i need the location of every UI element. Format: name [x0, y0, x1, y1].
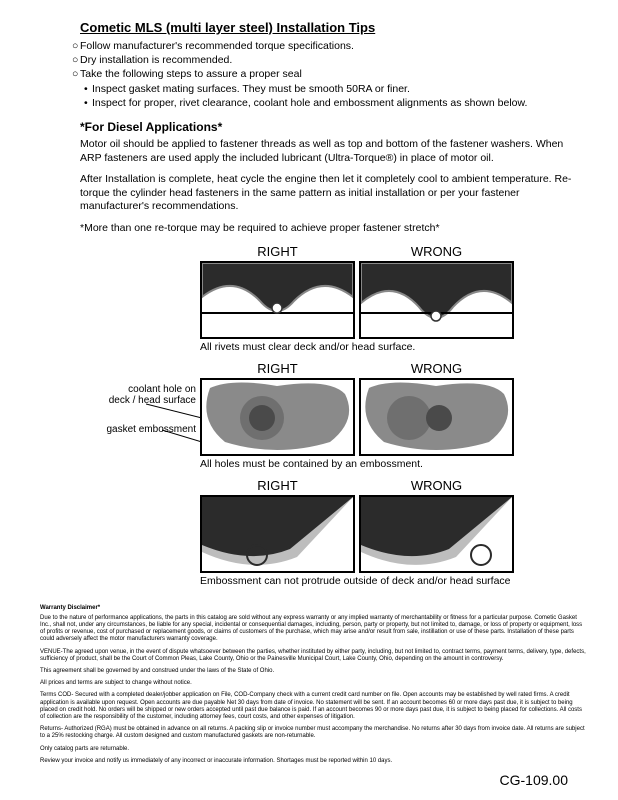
panel-1-wrong — [359, 261, 514, 339]
panel-2-wrong — [359, 378, 514, 456]
page-root: Cometic MLS (multi layer steel) Installa… — [0, 0, 618, 800]
fine-p8: Review your invoice and notify us immedi… — [40, 758, 588, 765]
panel-3-right — [200, 495, 355, 573]
bullet-2: Dry installation is recommended. — [80, 53, 232, 67]
bullet-3: Take the following steps to assure a pro… — [80, 67, 302, 81]
caption-3: Embossment can not protrude outside of d… — [200, 575, 578, 587]
fine-p6: Returns- Authorized (RGA) must be obtain… — [40, 726, 588, 740]
fine-p2: VENUE-The agreed upon venue, in the even… — [40, 649, 588, 663]
diesel-para-3: *More than one re-torque may be required… — [80, 222, 578, 236]
bullet-1: Follow manufacturer's recommended torque… — [80, 39, 354, 53]
label-wrong-2: WRONG — [359, 361, 514, 376]
label-wrong-1: WRONG — [359, 244, 514, 259]
diagram-block-3: RIGHT WRONG Embo — [80, 478, 578, 587]
fine-p1: Due to the nature of performance applica… — [40, 615, 588, 644]
diagram-block-2: RIGHT WRONG coolant hole ondeck / head s… — [80, 361, 578, 470]
label-right-3: RIGHT — [200, 478, 355, 493]
caption-2: All holes must be contained by an emboss… — [200, 458, 578, 470]
label-wrong-3: WRONG — [359, 478, 514, 493]
diagram-block-1: RIGHT WRONG All — [80, 244, 578, 353]
warranty-head: Warranty Disclaimer* — [40, 605, 588, 612]
doc-number: CG-109.00 — [500, 772, 568, 788]
label-right-2: RIGHT — [200, 361, 355, 376]
diesel-heading: *For Diesel Applications* — [80, 120, 578, 134]
fine-p4: All prices and terms are subject to chan… — [40, 680, 588, 687]
fine-p3: This agreement shall be governed by and … — [40, 668, 588, 675]
panel-3-wrong — [359, 495, 514, 573]
diesel-para-2: After Installation is complete, heat cyc… — [80, 173, 578, 214]
panel-2-right — [200, 378, 355, 456]
fineprint: Warranty Disclaimer* Due to the nature o… — [40, 605, 588, 765]
page-title: Cometic MLS (multi layer steel) Installa… — [80, 20, 578, 35]
label-right-1: RIGHT — [200, 244, 355, 259]
sub-bullet-2: Inspect for proper, rivet clearance, coo… — [92, 96, 527, 110]
caption-1: All rivets must clear deck and/or head s… — [200, 341, 578, 353]
fine-p7: Only catalog parts are returnable. — [40, 746, 588, 753]
bullet-list: ○Follow manufacturer's recommended torqu… — [72, 39, 578, 110]
fine-p5: Terms COD- Secured with a completed deal… — [40, 692, 588, 721]
panel-1-right — [200, 261, 355, 339]
diesel-para-1: Motor oil should be applied to fastener … — [80, 138, 578, 165]
sub-bullet-1: Inspect gasket mating surfaces. They mus… — [92, 82, 410, 96]
